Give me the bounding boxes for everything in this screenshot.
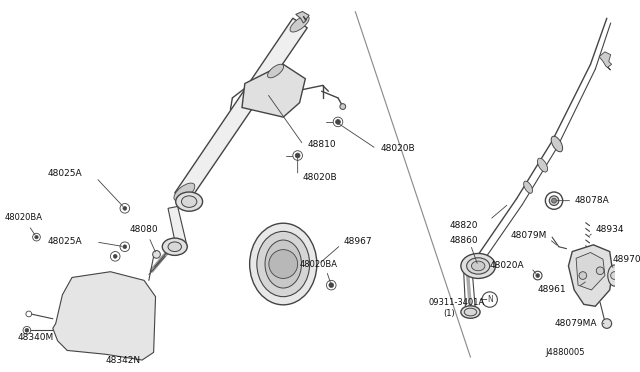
- Circle shape: [579, 272, 587, 279]
- Text: 48340M: 48340M: [17, 333, 54, 343]
- Text: 48020B: 48020B: [380, 144, 415, 153]
- Circle shape: [326, 280, 336, 290]
- Circle shape: [293, 151, 303, 160]
- Text: 48020B: 48020B: [303, 173, 337, 182]
- Polygon shape: [175, 18, 307, 197]
- Text: 48078A: 48078A: [574, 196, 609, 205]
- Text: 48020BA: 48020BA: [300, 260, 337, 269]
- Text: 48025A: 48025A: [48, 169, 83, 178]
- Ellipse shape: [174, 183, 195, 201]
- Ellipse shape: [182, 196, 197, 207]
- Ellipse shape: [176, 192, 203, 211]
- Circle shape: [545, 192, 563, 209]
- Circle shape: [111, 251, 120, 261]
- Text: J4880005: J4880005: [545, 348, 585, 357]
- Circle shape: [329, 283, 333, 288]
- Ellipse shape: [461, 306, 480, 318]
- Circle shape: [335, 119, 340, 124]
- Text: 48020A: 48020A: [490, 262, 524, 270]
- Circle shape: [340, 104, 346, 109]
- Ellipse shape: [464, 308, 477, 316]
- Circle shape: [596, 267, 604, 275]
- Circle shape: [611, 272, 618, 279]
- Circle shape: [25, 328, 29, 332]
- Polygon shape: [576, 253, 605, 290]
- Text: 48025A: 48025A: [48, 237, 83, 246]
- Ellipse shape: [551, 136, 563, 152]
- Circle shape: [602, 319, 612, 328]
- Ellipse shape: [163, 238, 188, 256]
- Text: N: N: [487, 295, 493, 304]
- Polygon shape: [168, 206, 188, 250]
- Circle shape: [333, 117, 343, 127]
- Circle shape: [552, 198, 556, 203]
- Polygon shape: [568, 245, 612, 306]
- Text: 48967: 48967: [344, 237, 372, 246]
- Text: 48934: 48934: [595, 225, 624, 234]
- Text: 48020BA: 48020BA: [5, 214, 43, 222]
- Ellipse shape: [168, 242, 182, 251]
- Circle shape: [35, 235, 38, 239]
- Ellipse shape: [538, 158, 548, 172]
- Text: 48860: 48860: [449, 237, 478, 246]
- Ellipse shape: [467, 258, 490, 274]
- Circle shape: [123, 206, 127, 210]
- Polygon shape: [242, 64, 305, 117]
- Ellipse shape: [265, 240, 301, 288]
- Circle shape: [549, 196, 559, 205]
- Text: 48080: 48080: [130, 225, 158, 234]
- Ellipse shape: [608, 265, 621, 286]
- Circle shape: [123, 245, 127, 248]
- Text: 48820: 48820: [449, 221, 478, 230]
- Circle shape: [536, 274, 540, 278]
- Circle shape: [269, 250, 298, 278]
- Ellipse shape: [461, 253, 495, 278]
- Ellipse shape: [524, 181, 532, 193]
- Text: 48342N: 48342N: [106, 356, 141, 365]
- Circle shape: [26, 311, 32, 317]
- Circle shape: [153, 251, 161, 258]
- Ellipse shape: [250, 223, 317, 305]
- Text: 48079M: 48079M: [511, 231, 547, 240]
- Text: 09311-3401A: 09311-3401A: [428, 298, 484, 307]
- Text: 48079MA: 48079MA: [555, 319, 598, 328]
- Circle shape: [120, 203, 130, 213]
- Ellipse shape: [472, 261, 485, 271]
- Polygon shape: [296, 12, 309, 23]
- Circle shape: [113, 254, 117, 258]
- Circle shape: [33, 233, 40, 241]
- Ellipse shape: [290, 16, 309, 32]
- Ellipse shape: [257, 231, 310, 297]
- Circle shape: [533, 271, 542, 280]
- Ellipse shape: [268, 64, 284, 78]
- Polygon shape: [53, 272, 156, 360]
- Circle shape: [120, 242, 130, 251]
- Text: 48810: 48810: [307, 141, 336, 150]
- Text: 48961: 48961: [538, 285, 566, 295]
- Circle shape: [482, 292, 497, 307]
- Text: (1): (1): [444, 310, 455, 318]
- Circle shape: [295, 153, 300, 158]
- Circle shape: [23, 327, 31, 334]
- Text: 48970: 48970: [612, 255, 640, 264]
- Polygon shape: [599, 52, 612, 70]
